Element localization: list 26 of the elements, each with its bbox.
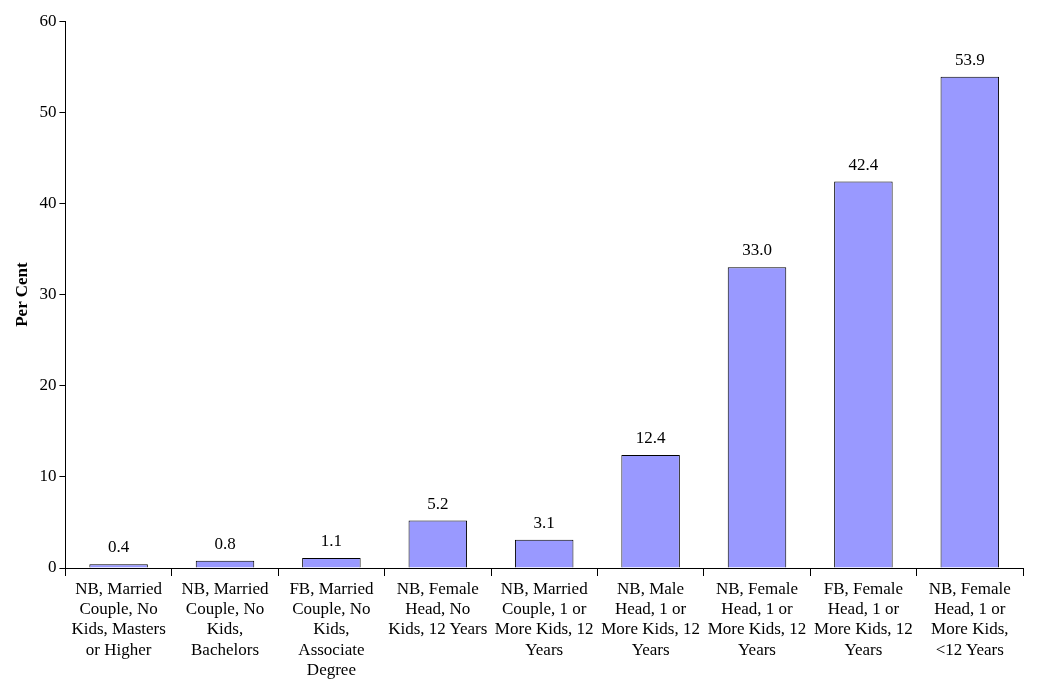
x-tick-label: NB, Married Couple, No Kids, Bachelors	[181, 578, 269, 659]
y-tick-label: 0	[47, 557, 57, 577]
x-tick-label: NB, Married Couple, No Kids, Masters or Higher	[71, 578, 166, 659]
data-label: 53.9	[954, 49, 985, 69]
x-tick-label: NB, Male Head, 1 or More Kids, 12 Years	[601, 578, 700, 659]
x-tick-label: NB, Female Head, 1 or More Kids, <12 Years	[928, 578, 1011, 659]
x-tick-label: NB, Married Couple, 1 or More Kids, 12 Years	[494, 578, 594, 659]
data-label: 12.4	[635, 427, 666, 447]
data-label: 42.4	[848, 154, 879, 174]
data-label: 3.1	[533, 512, 555, 532]
x-tick-label: NB, Female Head, 1 or More Kids, 12 Years	[707, 578, 807, 659]
x-tick-label: NB, Female Head, No Kids, 12 Years	[388, 578, 488, 639]
data-label: 0.4	[107, 537, 130, 557]
y-tick-label: 20	[39, 375, 57, 395]
y-axis-title: Per Cent	[11, 262, 31, 327]
data-label: 1.1	[320, 530, 343, 550]
y-tick-label: 40	[39, 192, 57, 212]
y-tick-label: 10	[39, 466, 57, 486]
data-label: 5.2	[427, 493, 449, 513]
y-tick-label: 30	[39, 284, 57, 304]
data-label: 0.8	[214, 533, 236, 553]
y-tick-label: 60	[39, 10, 57, 30]
data-label: 33.0	[742, 240, 772, 260]
y-tick-label: 50	[39, 101, 57, 121]
x-tick-label: FB, Married Couple, No Kids, Associate Degree	[289, 578, 374, 680]
x-tick-label: FB, Female Head, 1 or More Kids, 12 Years	[814, 578, 913, 659]
